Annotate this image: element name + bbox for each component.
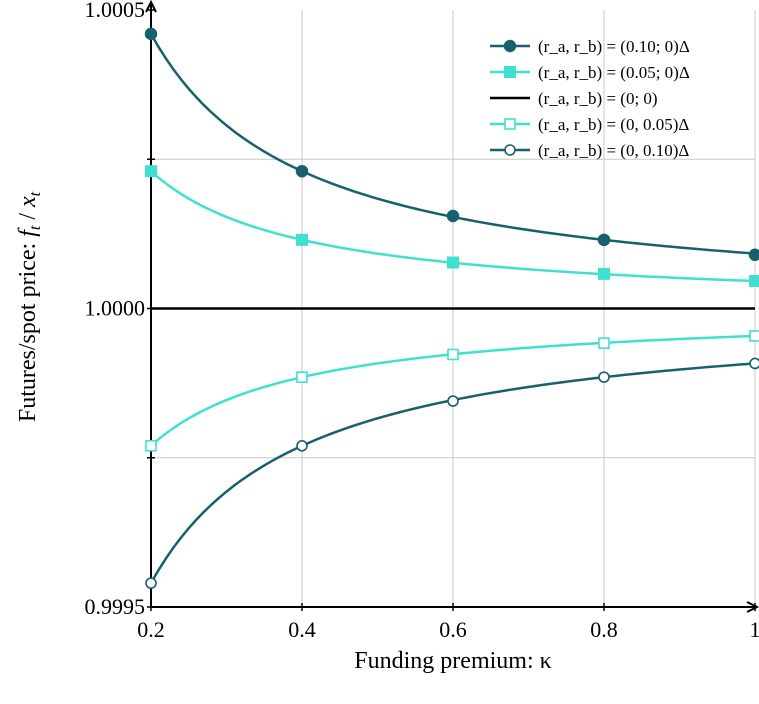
legend-entry-3: (r_a, r_b) = (0; 0): [490, 89, 658, 108]
x-tick-label: 0.2: [137, 617, 165, 642]
legend: (r_a, r_b) = (0.10; 0)Δ (r_a, r_b) = (0.0…: [490, 37, 690, 160]
data-point: [598, 337, 610, 349]
data-point: [296, 371, 308, 383]
data-point: [144, 27, 158, 41]
data-point: [447, 395, 459, 407]
series-layer: [144, 27, 759, 589]
data-point: [504, 66, 516, 78]
data-point: [749, 275, 759, 288]
data-point: [597, 233, 611, 247]
data-point: [447, 256, 459, 269]
data-point: [504, 144, 516, 156]
data-point: [749, 330, 759, 342]
legend-entry-2: (r_a, r_b) = (0.05; 0)Δ: [490, 63, 690, 82]
y-axis-label: Futures/spot price: ft / xt: [15, 191, 44, 422]
data-point: [296, 440, 308, 452]
data-point: [447, 348, 459, 361]
x-tick-label: 0.8: [590, 617, 618, 642]
data-point: [598, 267, 610, 280]
data-point: [145, 440, 157, 452]
series-2: [145, 165, 759, 288]
data-point: [504, 118, 516, 130]
x-tick-label: 1: [750, 617, 759, 642]
series-1: [144, 27, 759, 262]
svg-text:Futures/spot price: ft / xt: Futures/spot price: ft / xt: [15, 191, 44, 422]
x-axis-arrow: [746, 601, 759, 613]
legend-label: (r_a, r_b) = (0.05; 0)Δ: [538, 63, 690, 82]
data-point: [598, 371, 610, 383]
y-tick-label: 1.0005: [85, 0, 146, 22]
legend-entry-1: (r_a, r_b) = (0.10; 0)Δ: [490, 37, 690, 56]
legend-label: (r_a, r_b) = (0, 0.05)Δ: [538, 115, 689, 134]
y-axis-arrow: [145, 0, 157, 13]
data-point: [748, 248, 759, 262]
data-point: [296, 233, 308, 246]
tick-labels: 0.2 0.4 0.6 0.8 1 0.9995 1.0000 1.0005: [85, 0, 759, 642]
legend-label: (r_a, r_b) = (0.10; 0)Δ: [538, 37, 690, 56]
axes: [145, 0, 759, 613]
legend-entry-4: (r_a, r_b) = (0, 0.05)Δ: [490, 115, 689, 134]
data-point: [145, 577, 157, 589]
x-tick-label: 0.4: [288, 617, 316, 642]
x-tick-label: 0.6: [439, 617, 467, 642]
data-point: [749, 357, 759, 370]
data-point: [446, 209, 460, 223]
y-tick-label: 0.9995: [85, 594, 146, 619]
legend-label: (r_a, r_b) = (0, 0.10)Δ: [538, 141, 689, 160]
legend-label: (r_a, r_b) = (0; 0): [538, 89, 658, 108]
data-point: [295, 164, 309, 178]
legend-entry-5: (r_a, r_b) = (0, 0.10)Δ: [490, 141, 689, 160]
data-point: [503, 39, 517, 53]
y-tick-label: 1.0000: [85, 296, 146, 321]
series-5: [145, 357, 759, 589]
data-point: [145, 165, 157, 178]
x-axis-label: Funding premium: κ: [354, 648, 551, 674]
series-4: [145, 330, 759, 452]
